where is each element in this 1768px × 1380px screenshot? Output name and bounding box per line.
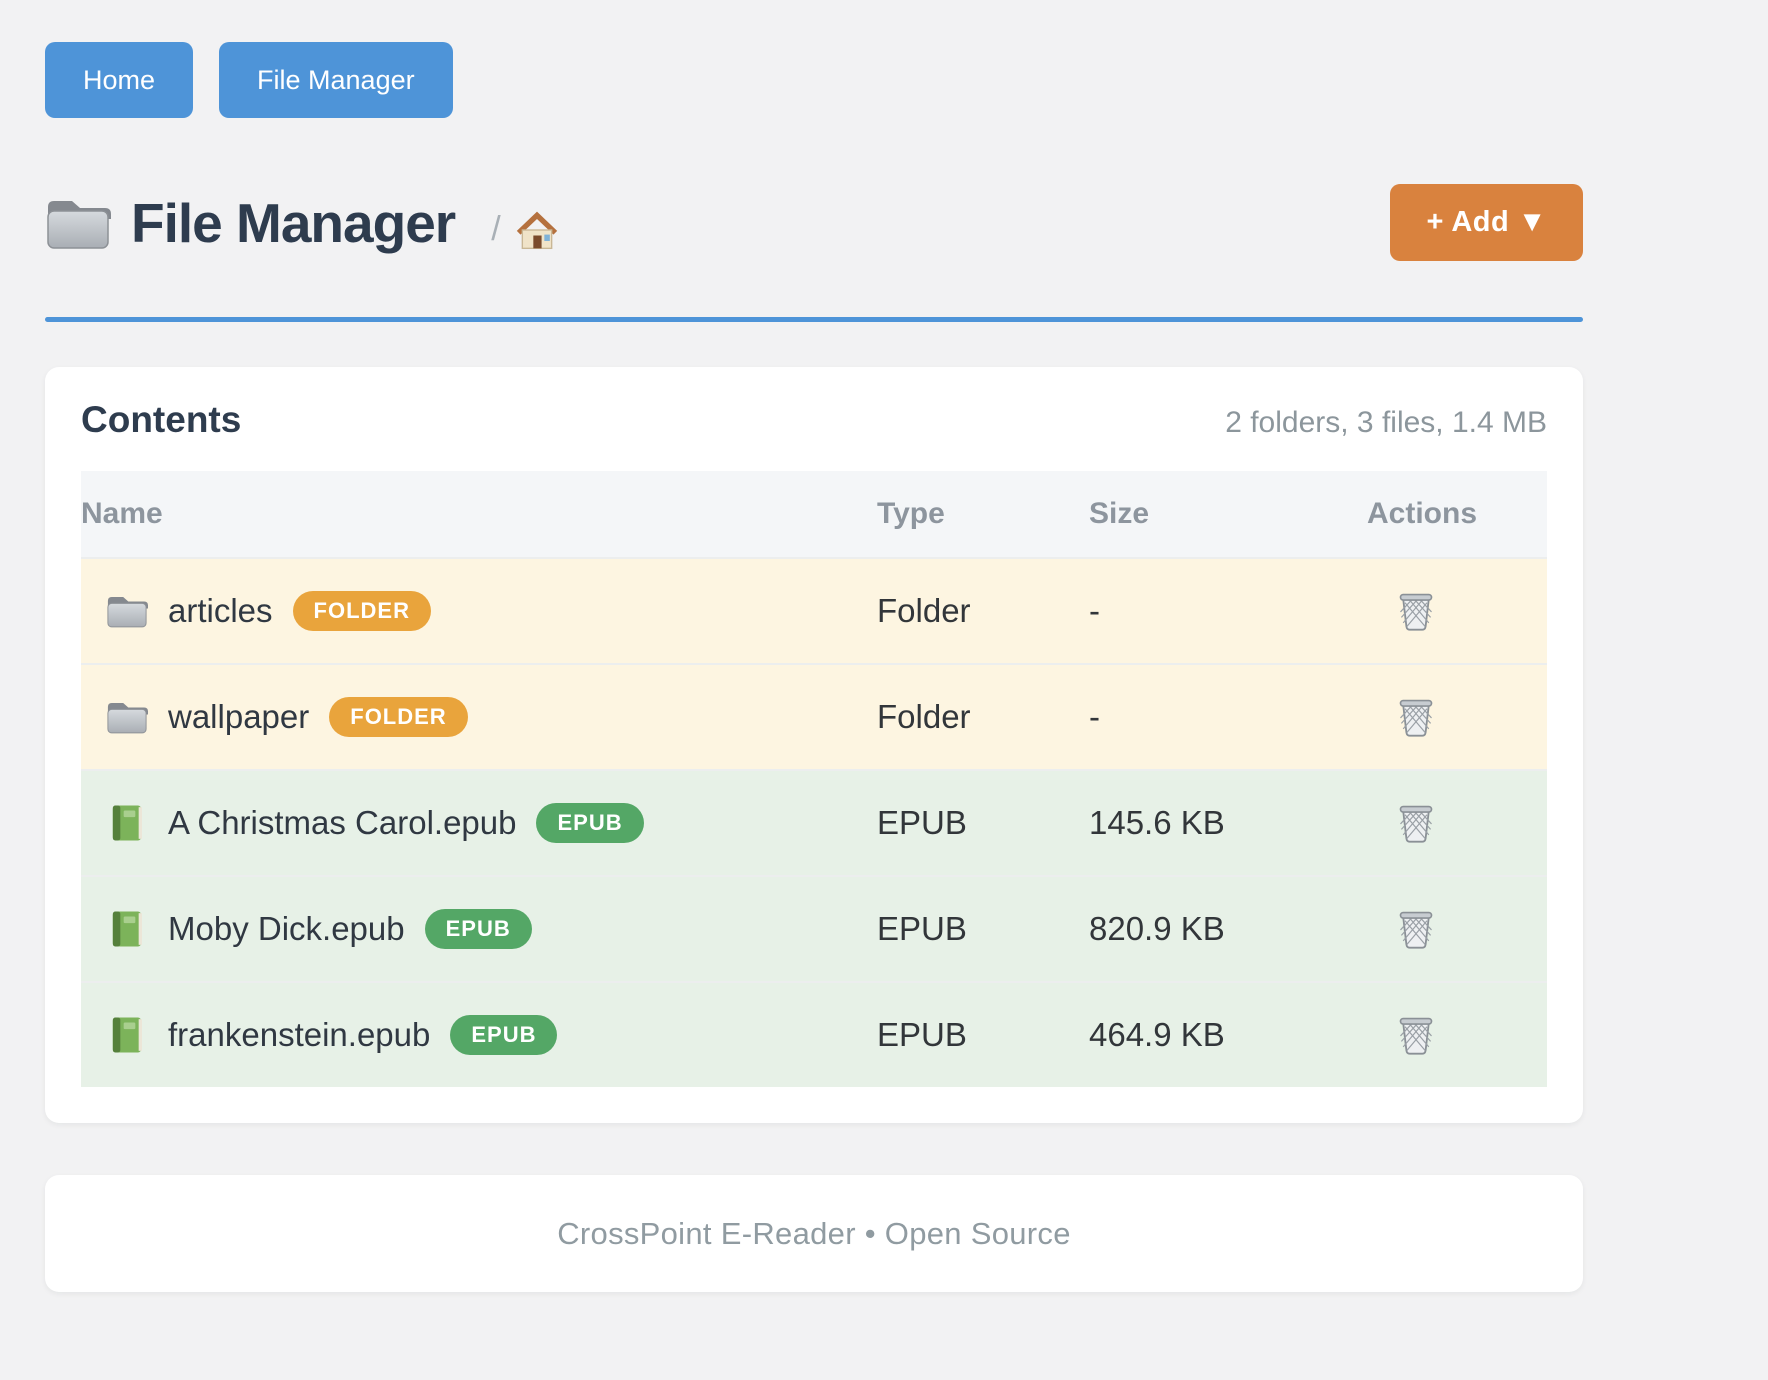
table-row: wallpaper FOLDER Folder - bbox=[81, 663, 1547, 769]
book-icon bbox=[106, 1015, 148, 1055]
delete-button[interactable] bbox=[1393, 692, 1439, 742]
column-header-type: Type bbox=[877, 497, 945, 530]
footer-text: CrossPoint E-Reader • Open Source bbox=[557, 1215, 1071, 1251]
type-badge: FOLDER bbox=[329, 697, 468, 737]
page-container: Home File Manager File Manager / + Add ▼… bbox=[45, 0, 1583, 1292]
type-badge: EPUB bbox=[536, 803, 644, 843]
file-name: articles bbox=[168, 592, 273, 629]
page-title: File Manager bbox=[131, 191, 456, 254]
page-header: File Manager / + Add ▼ bbox=[45, 184, 1583, 261]
file-name: wallpaper bbox=[168, 698, 310, 735]
contents-card-header: Contents 2 folders, 3 files, 1.4 MB bbox=[81, 399, 1547, 441]
file-name: Moby Dick.epub bbox=[168, 910, 405, 947]
delete-button[interactable] bbox=[1393, 798, 1439, 848]
book-icon bbox=[106, 909, 148, 949]
file-name-link[interactable]: frankenstein.epub EPUB bbox=[81, 1015, 877, 1055]
breadcrumb-separator: / bbox=[491, 210, 501, 248]
column-header-name: Name bbox=[81, 497, 163, 530]
breadcrumb: / bbox=[491, 194, 558, 252]
delete-button[interactable] bbox=[1393, 1010, 1439, 1060]
files-table: Name Type Size Actions articles FOLDER F… bbox=[81, 471, 1547, 1087]
trash-icon bbox=[1397, 1014, 1435, 1056]
house-icon bbox=[515, 208, 559, 252]
section-divider bbox=[45, 317, 1583, 322]
delete-button[interactable] bbox=[1393, 586, 1439, 636]
folder-icon bbox=[106, 591, 148, 631]
type-badge: FOLDER bbox=[292, 591, 431, 631]
file-size: 820.9 KB bbox=[1089, 910, 1225, 947]
file-type: EPUB bbox=[877, 804, 967, 841]
folder-icon bbox=[45, 195, 111, 251]
file-name-link[interactable]: wallpaper FOLDER bbox=[81, 697, 877, 737]
column-header-actions: Actions bbox=[1367, 497, 1478, 530]
table-row: A Christmas Carol.epub EPUB EPUB 145.6 K… bbox=[81, 769, 1547, 875]
row-actions bbox=[1367, 1010, 1547, 1061]
file-type: Folder bbox=[877, 592, 971, 629]
file-size: - bbox=[1089, 698, 1100, 735]
footer-card: CrossPoint E-Reader • Open Source bbox=[45, 1175, 1583, 1292]
top-nav: Home File Manager bbox=[45, 0, 1583, 118]
breadcrumb-home-link[interactable] bbox=[515, 208, 559, 252]
trash-icon bbox=[1397, 696, 1435, 738]
file-name: A Christmas Carol.epub bbox=[168, 804, 517, 841]
trash-icon bbox=[1397, 908, 1435, 950]
column-header-size: Size bbox=[1089, 497, 1150, 530]
file-name-link[interactable]: articles FOLDER bbox=[81, 591, 877, 631]
row-actions bbox=[1367, 798, 1547, 849]
contents-heading: Contents bbox=[81, 399, 242, 440]
add-button[interactable]: + Add ▼ bbox=[1390, 184, 1583, 261]
delete-button[interactable] bbox=[1393, 904, 1439, 954]
file-name: frankenstein.epub bbox=[168, 1016, 431, 1053]
trash-icon bbox=[1397, 802, 1435, 844]
table-header-row: Name Type Size Actions bbox=[81, 471, 1547, 557]
table-row: articles FOLDER Folder - bbox=[81, 557, 1547, 663]
file-name-link[interactable]: Moby Dick.epub EPUB bbox=[81, 909, 877, 949]
book-icon bbox=[106, 803, 148, 843]
file-type: Folder bbox=[877, 698, 971, 735]
row-actions bbox=[1367, 586, 1547, 637]
file-type: EPUB bbox=[877, 910, 967, 947]
file-size: - bbox=[1089, 592, 1100, 629]
folder-icon bbox=[106, 697, 148, 737]
type-badge: EPUB bbox=[424, 909, 532, 949]
trash-icon bbox=[1397, 590, 1435, 632]
file-size: 464.9 KB bbox=[1089, 1016, 1225, 1053]
home-button[interactable]: Home bbox=[45, 42, 194, 118]
row-actions bbox=[1367, 904, 1547, 955]
file-size: 145.6 KB bbox=[1089, 804, 1225, 841]
title-group: File Manager / bbox=[45, 191, 559, 255]
file-name-link[interactable]: A Christmas Carol.epub EPUB bbox=[81, 803, 877, 843]
type-badge: EPUB bbox=[450, 1015, 558, 1055]
contents-card: Contents 2 folders, 3 files, 1.4 MB Name… bbox=[45, 367, 1583, 1123]
file-manager-button[interactable]: File Manager bbox=[219, 42, 453, 118]
file-type: EPUB bbox=[877, 1016, 967, 1053]
contents-summary: 2 folders, 3 files, 1.4 MB bbox=[1225, 406, 1547, 439]
table-row: Moby Dick.epub EPUB EPUB 820.9 KB bbox=[81, 875, 1547, 981]
row-actions bbox=[1367, 692, 1547, 743]
table-row: frankenstein.epub EPUB EPUB 464.9 KB bbox=[81, 981, 1547, 1087]
